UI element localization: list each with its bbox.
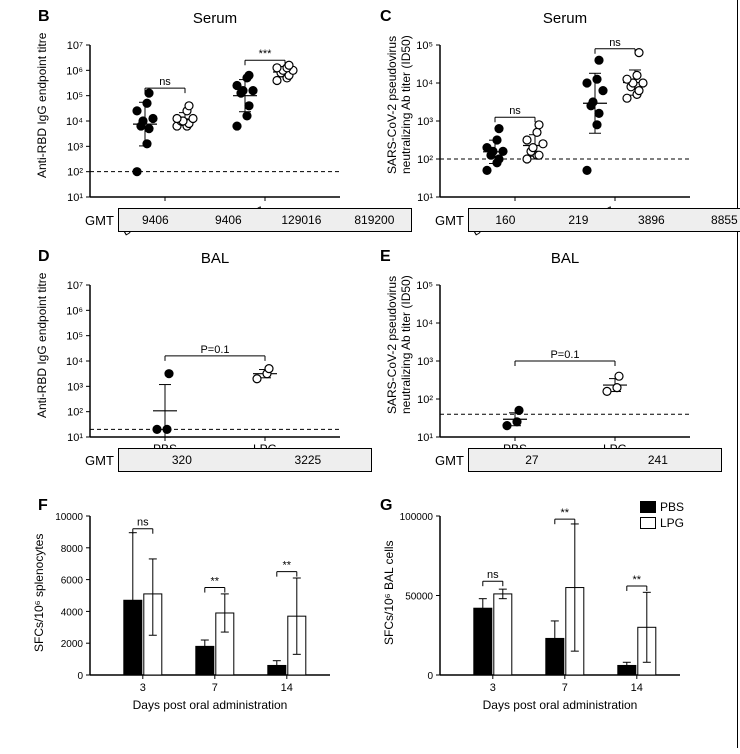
svg-text:10⁷: 10⁷ xyxy=(67,40,83,52)
svg-text:10000: 10000 xyxy=(55,512,83,523)
svg-text:10²: 10² xyxy=(417,394,433,406)
svg-text:ns: ns xyxy=(159,76,171,88)
gmt-cell: 3225 xyxy=(245,449,371,471)
svg-text:10¹: 10¹ xyxy=(417,192,433,204)
gmt-cell: 9406 xyxy=(119,209,192,231)
gmt-label: GMT xyxy=(85,213,114,228)
y-axis-label: Anti-RBD IgG endpoint titre xyxy=(35,270,49,420)
svg-text:ns: ns xyxy=(487,569,499,581)
gmt-cell: 320 xyxy=(119,449,245,471)
svg-text:0: 0 xyxy=(77,671,83,682)
panel-letter-e: E xyxy=(380,248,391,266)
panel-letter-f: F xyxy=(38,497,48,515)
gmt-table: GMT 16021938968855 xyxy=(435,208,740,232)
svg-text:2000: 2000 xyxy=(61,639,84,650)
gmt-cell: 8855 xyxy=(688,209,740,231)
svg-text:10⁴: 10⁴ xyxy=(66,356,83,368)
panel-letter-g: G xyxy=(380,497,392,515)
legend-lpg: LPG xyxy=(640,516,684,530)
gmt-cell: 9406 xyxy=(192,209,265,231)
svg-text:10²: 10² xyxy=(417,154,433,166)
svg-text:10²: 10² xyxy=(67,407,83,419)
svg-text:**: ** xyxy=(211,576,220,588)
y-axis-label: SARS-CoV-2 pseudovirusneutralizing Ab ti… xyxy=(385,270,413,420)
legend-swatch-lpg xyxy=(640,517,656,529)
panel-letter-d: D xyxy=(38,248,50,266)
svg-text:8000: 8000 xyxy=(61,544,84,555)
panel-letter-b: B xyxy=(38,8,50,26)
svg-text:4000: 4000 xyxy=(61,607,84,618)
y-axis-label: Anti-RBD IgG endpoint titre xyxy=(35,30,49,180)
y-axis-label: SFCs/10⁶ splenocytes xyxy=(32,520,46,665)
panel-title: Serum xyxy=(90,10,340,27)
legend-swatch-pbs xyxy=(640,501,656,513)
svg-text:10⁵: 10⁵ xyxy=(66,331,83,343)
svg-text:**: ** xyxy=(633,574,642,586)
svg-text:10⁵: 10⁵ xyxy=(66,91,83,103)
svg-text:**: ** xyxy=(561,507,570,519)
svg-text:0: 0 xyxy=(427,671,433,682)
panel-f: 02000400060008000100003714ns****Days pos… xyxy=(90,510,330,720)
gmt-table: GMT 3203225 xyxy=(85,448,372,472)
svg-text:7: 7 xyxy=(212,682,218,694)
panel-title: Serum xyxy=(440,10,690,27)
svg-text:10³: 10³ xyxy=(67,141,83,153)
svg-text:10³: 10³ xyxy=(417,356,433,368)
svg-text:3: 3 xyxy=(490,682,496,694)
svg-text:14: 14 xyxy=(281,682,293,694)
gmt-cell: 27 xyxy=(469,449,595,471)
gmt-label: GMT xyxy=(435,453,464,468)
gmt-label: GMT xyxy=(435,213,464,228)
svg-text:Days post oral administration: Days post oral administration xyxy=(483,698,638,712)
y-axis-label: SFCs/10⁶ BAL cells xyxy=(382,520,396,665)
legend: PBS LPG xyxy=(640,500,684,532)
svg-text:6000: 6000 xyxy=(61,576,84,587)
panel-title: BAL xyxy=(440,250,690,267)
svg-text:**: ** xyxy=(283,560,292,572)
svg-text:10³: 10³ xyxy=(417,116,433,128)
svg-text:P=0.1: P=0.1 xyxy=(550,349,579,361)
gmt-cell: 3896 xyxy=(615,209,688,231)
gmt-cell: 219 xyxy=(542,209,615,231)
svg-text:10¹: 10¹ xyxy=(67,432,83,444)
y-axis-label: SARS-CoV-2 pseudovirusneutralizing Ab ti… xyxy=(385,30,413,180)
svg-text:10⁴: 10⁴ xyxy=(416,318,433,330)
svg-text:10⁴: 10⁴ xyxy=(416,78,433,90)
legend-label-pbs: PBS xyxy=(660,500,684,514)
panel-g: 0500001000003714ns****Days post oral adm… xyxy=(440,510,680,720)
gmt-cell: 160 xyxy=(469,209,542,231)
svg-text:ns: ns xyxy=(609,37,621,49)
svg-text:7: 7 xyxy=(562,682,568,694)
svg-text:10⁶: 10⁶ xyxy=(66,65,83,77)
svg-text:P=0.1: P=0.1 xyxy=(200,344,229,356)
panel-letter-c: C xyxy=(380,8,392,26)
svg-text:10⁶: 10⁶ xyxy=(66,305,83,317)
svg-text:***: *** xyxy=(259,48,273,60)
gmt-cell: 819200 xyxy=(338,209,411,231)
svg-text:3: 3 xyxy=(140,682,146,694)
legend-label-lpg: LPG xyxy=(660,516,684,530)
svg-text:10⁵: 10⁵ xyxy=(416,280,433,292)
svg-text:14: 14 xyxy=(631,682,643,694)
svg-text:10¹: 10¹ xyxy=(417,432,433,444)
gmt-label: GMT xyxy=(85,453,114,468)
panel-title: BAL xyxy=(90,250,340,267)
frame-right-border xyxy=(737,0,738,748)
gmt-table: GMT94069406129016819200 xyxy=(85,208,412,232)
svg-text:10³: 10³ xyxy=(67,381,83,393)
svg-text:50000: 50000 xyxy=(405,592,433,603)
svg-text:Days post oral administration: Days post oral administration xyxy=(133,698,288,712)
svg-text:10⁷: 10⁷ xyxy=(67,280,83,292)
svg-text:ns: ns xyxy=(137,517,149,529)
svg-text:10²: 10² xyxy=(67,167,83,179)
svg-text:ns: ns xyxy=(509,105,521,117)
svg-text:10⁴: 10⁴ xyxy=(66,116,83,128)
svg-text:10¹: 10¹ xyxy=(67,192,83,204)
svg-text:10⁵: 10⁵ xyxy=(416,40,433,52)
gmt-cell: 129016 xyxy=(265,209,338,231)
svg-text:100000: 100000 xyxy=(400,512,434,523)
legend-pbs: PBS xyxy=(640,500,684,514)
gmt-cell: 241 xyxy=(595,449,721,471)
gmt-table: GMT 27241 xyxy=(435,448,722,472)
